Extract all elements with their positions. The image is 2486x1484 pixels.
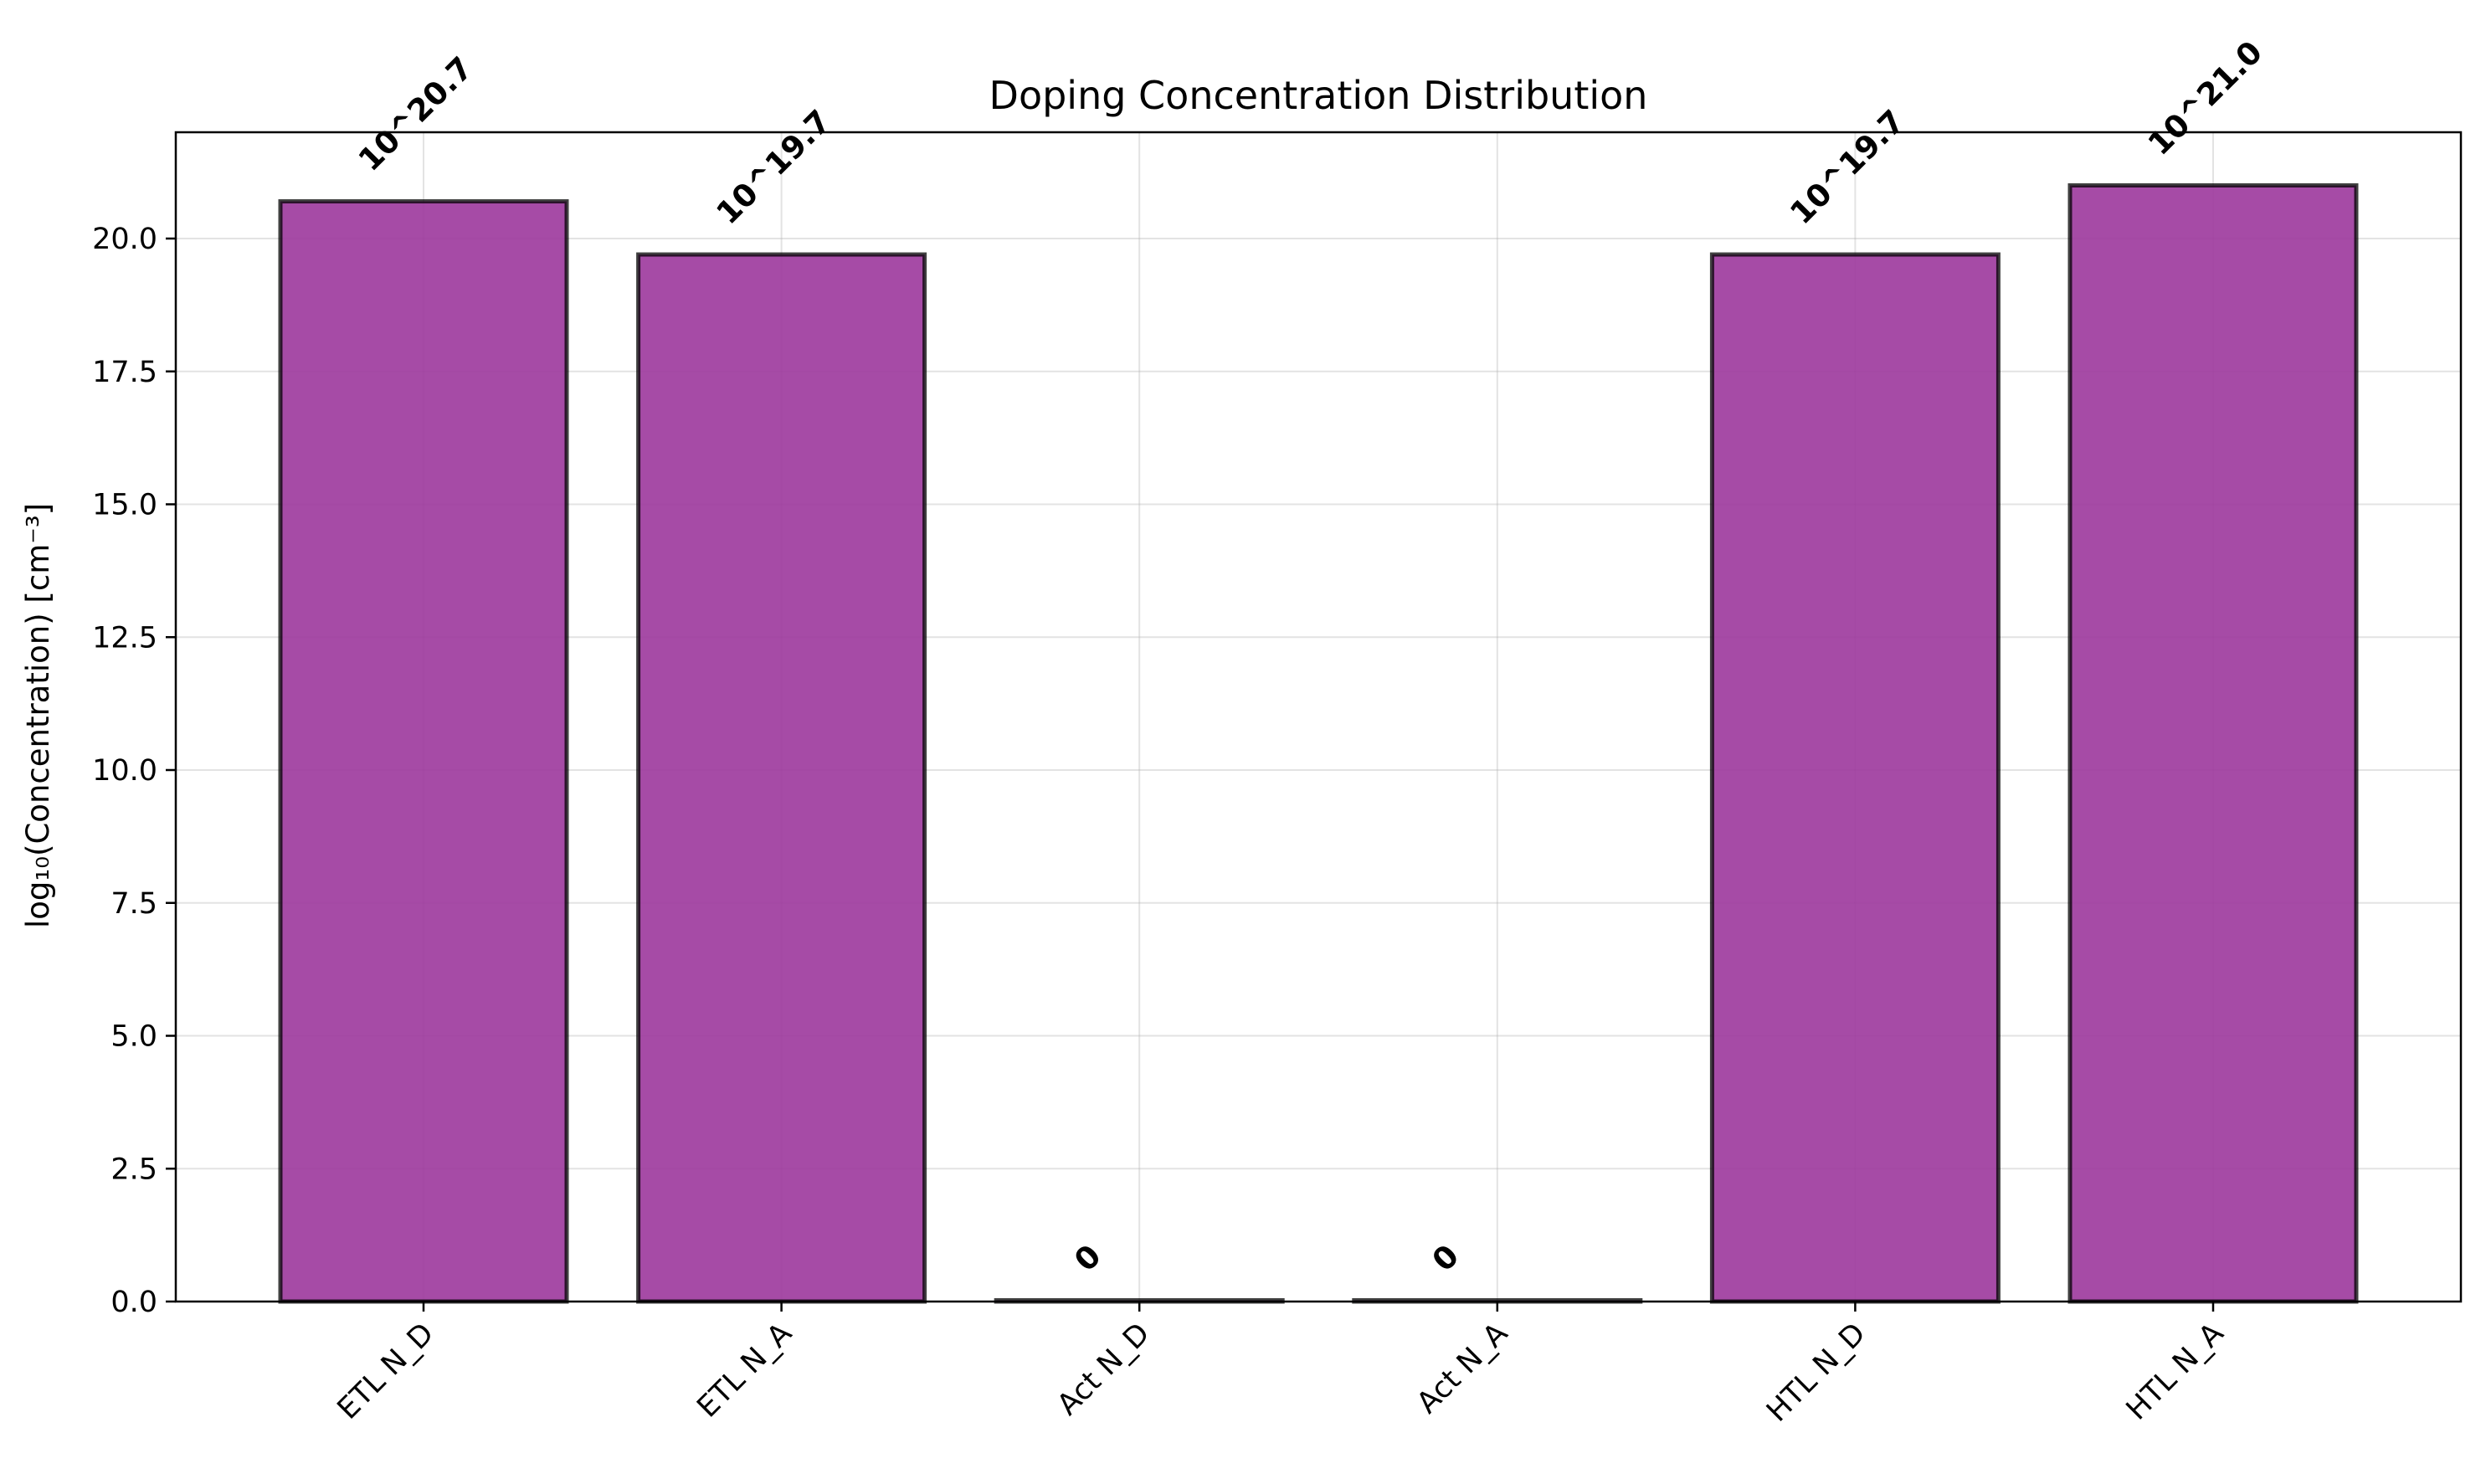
x-tick-label: HTL N_A (2120, 1317, 2231, 1427)
bar (636, 252, 927, 1304)
bar-value-label: 10^19.7 (710, 103, 838, 231)
x-tick-label: ETL N_A (691, 1317, 799, 1425)
bar (2067, 183, 2359, 1304)
plot-area-frame (174, 131, 2463, 1303)
y-tick-label: 10.0 (92, 754, 157, 788)
bar-value-label: 10^20.7 (352, 50, 480, 178)
bar-value-label: 0 (1067, 1238, 1108, 1279)
chart-title: Doping Concentration Distribution (989, 73, 1648, 118)
x-tick-label: HTL N_D (1760, 1317, 1872, 1429)
y-tick-label: 12.5 (92, 621, 157, 655)
x-tick-label: Act N_A (1410, 1317, 1514, 1420)
x-tick-label: Act N_D (1051, 1317, 1157, 1422)
bar (1709, 252, 2001, 1304)
y-tick-label: 20.0 (92, 223, 157, 256)
bars-layer (278, 183, 2359, 1304)
y-axis-ticks: 0.0 2.5 5.0 7.5 10.0 12.5 15.0 17.5 20.0 (92, 223, 176, 1319)
y-tick-label: 5.0 (110, 1020, 157, 1054)
y-axis-label: log₁₀(Concentration) [cm⁻³] (20, 503, 56, 928)
x-tick-label: ETL N_D (331, 1317, 441, 1426)
y-tick-label: 7.5 (110, 887, 157, 921)
y-tick-label: 0.0 (110, 1286, 157, 1319)
y-tick-label: 2.5 (110, 1153, 157, 1186)
x-axis-ticks: ETL N_D ETL N_A Act N_D Act N_A HTL N_D HTL N… (331, 1302, 2231, 1429)
bar-value-label: 0 (1425, 1238, 1466, 1279)
y-tick-label: 17.5 (92, 356, 157, 389)
bar-value-label: 10^19.7 (1783, 103, 1911, 231)
y-tick-label: 15.0 (92, 489, 157, 522)
bar (278, 199, 569, 1304)
bar-value-label: 10^21.0 (2141, 34, 2269, 162)
